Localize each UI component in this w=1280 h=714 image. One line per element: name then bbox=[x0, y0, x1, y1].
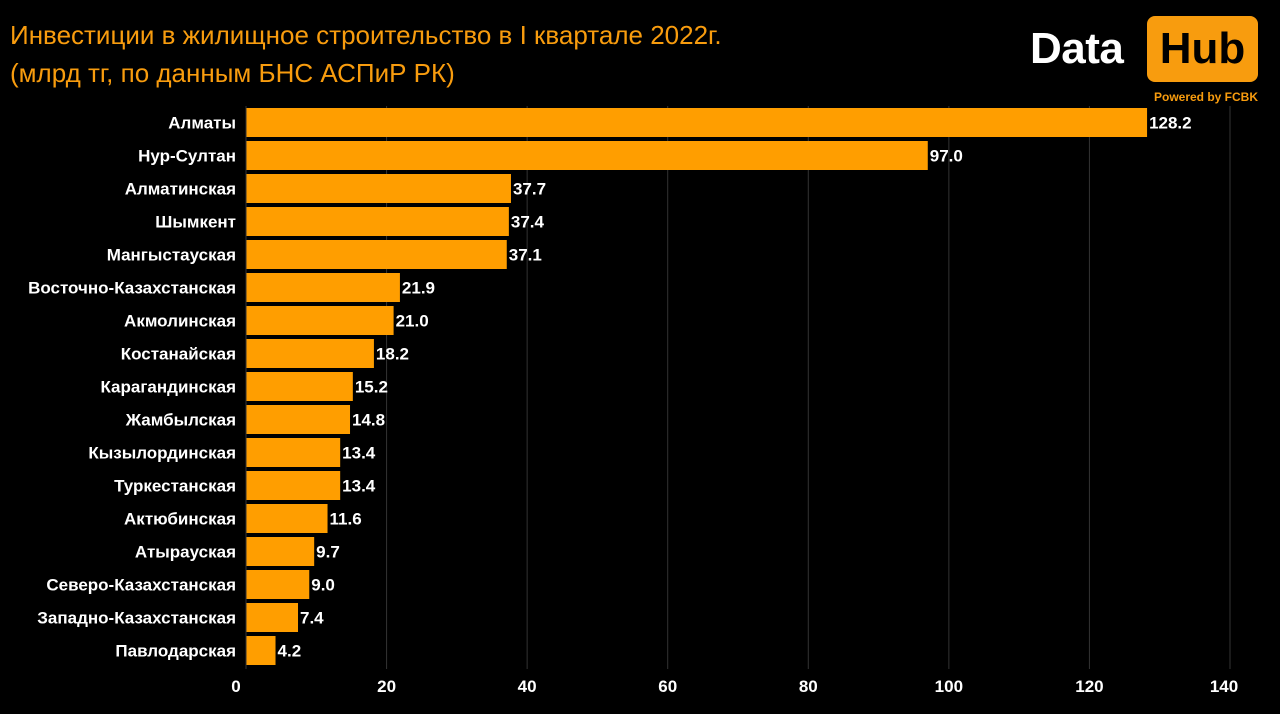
category-label: Карагандинская bbox=[100, 378, 236, 397]
value-label: 4.2 bbox=[278, 642, 302, 661]
bar bbox=[246, 570, 310, 599]
x-tick-label: 0 bbox=[231, 677, 240, 696]
category-label: Восточно-Казахстанская bbox=[28, 279, 236, 298]
bar bbox=[246, 504, 328, 533]
bar bbox=[246, 537, 315, 566]
value-label: 11.6 bbox=[330, 510, 362, 529]
bar bbox=[246, 207, 509, 236]
bar bbox=[246, 471, 341, 500]
category-label: Акмолинская bbox=[124, 312, 236, 331]
category-label: Алматы bbox=[168, 114, 236, 133]
value-label: 128.2 bbox=[1149, 114, 1192, 133]
value-label: 15.2 bbox=[355, 378, 388, 397]
value-label: 14.8 bbox=[352, 411, 385, 430]
category-label: Костанайская bbox=[121, 345, 236, 364]
category-label: Северо-Казахстанская bbox=[46, 576, 236, 595]
value-label: 9.7 bbox=[316, 543, 340, 562]
category-label: Западно-Казахстанская bbox=[37, 609, 236, 628]
value-label: 37.4 bbox=[511, 213, 545, 232]
category-label: Шымкент bbox=[155, 213, 236, 232]
title-line-1: Инвестиции в жилищное строительство в I … bbox=[10, 20, 722, 50]
x-tick-label: 60 bbox=[658, 677, 677, 696]
value-label: 7.4 bbox=[300, 609, 324, 628]
bar bbox=[246, 372, 353, 401]
bar bbox=[246, 603, 299, 632]
x-tick-label: 120 bbox=[1075, 677, 1103, 696]
value-label: 9.0 bbox=[311, 576, 335, 595]
bar bbox=[246, 405, 351, 434]
bar bbox=[246, 438, 341, 467]
value-label: 37.1 bbox=[509, 246, 542, 265]
value-label: 37.7 bbox=[513, 180, 546, 199]
value-label: 21.9 bbox=[402, 279, 435, 298]
category-label: Павлодарская bbox=[115, 642, 236, 661]
x-tick-label: 40 bbox=[518, 677, 537, 696]
category-label: Нур-Султан bbox=[138, 147, 236, 166]
value-label: 21.0 bbox=[396, 312, 429, 331]
bar bbox=[246, 306, 394, 335]
value-label: 13.4 bbox=[342, 477, 376, 496]
logo-word-data: Data bbox=[1030, 24, 1124, 73]
category-label: Актюбинская bbox=[124, 510, 236, 529]
value-label: 97.0 bbox=[930, 147, 963, 166]
category-label: Мангыстауская bbox=[107, 246, 236, 265]
title-line-2: (млрд тг, по данным БНС АСПиР РК) bbox=[10, 58, 455, 88]
datahub-logo: Data Hub Powered by FCBK bbox=[1030, 14, 1260, 106]
bar bbox=[246, 141, 928, 170]
category-label: Алматинская bbox=[125, 180, 236, 199]
x-tick-label: 80 bbox=[799, 677, 818, 696]
value-label: 18.2 bbox=[376, 345, 409, 364]
x-tick-label: 20 bbox=[377, 677, 396, 696]
x-tick-label: 100 bbox=[935, 677, 963, 696]
bar bbox=[246, 108, 1148, 137]
category-label: Кызылординская bbox=[88, 444, 236, 463]
logo-word-hub: Hub bbox=[1147, 16, 1258, 82]
x-tick-label: 140 bbox=[1210, 677, 1238, 696]
bar bbox=[246, 240, 507, 269]
bar bbox=[246, 273, 400, 302]
category-label: Жамбылская bbox=[125, 411, 236, 430]
logo-powered-by: Powered by FCBK bbox=[1153, 90, 1258, 104]
bar bbox=[246, 339, 374, 368]
chart-title: Инвестиции в жилищное строительство в I … bbox=[10, 16, 722, 92]
bar bbox=[246, 174, 511, 203]
category-label: Туркестанская bbox=[114, 477, 236, 496]
value-label: 13.4 bbox=[342, 444, 376, 463]
bar bbox=[246, 636, 276, 665]
category-label: Атырауская bbox=[135, 543, 236, 562]
